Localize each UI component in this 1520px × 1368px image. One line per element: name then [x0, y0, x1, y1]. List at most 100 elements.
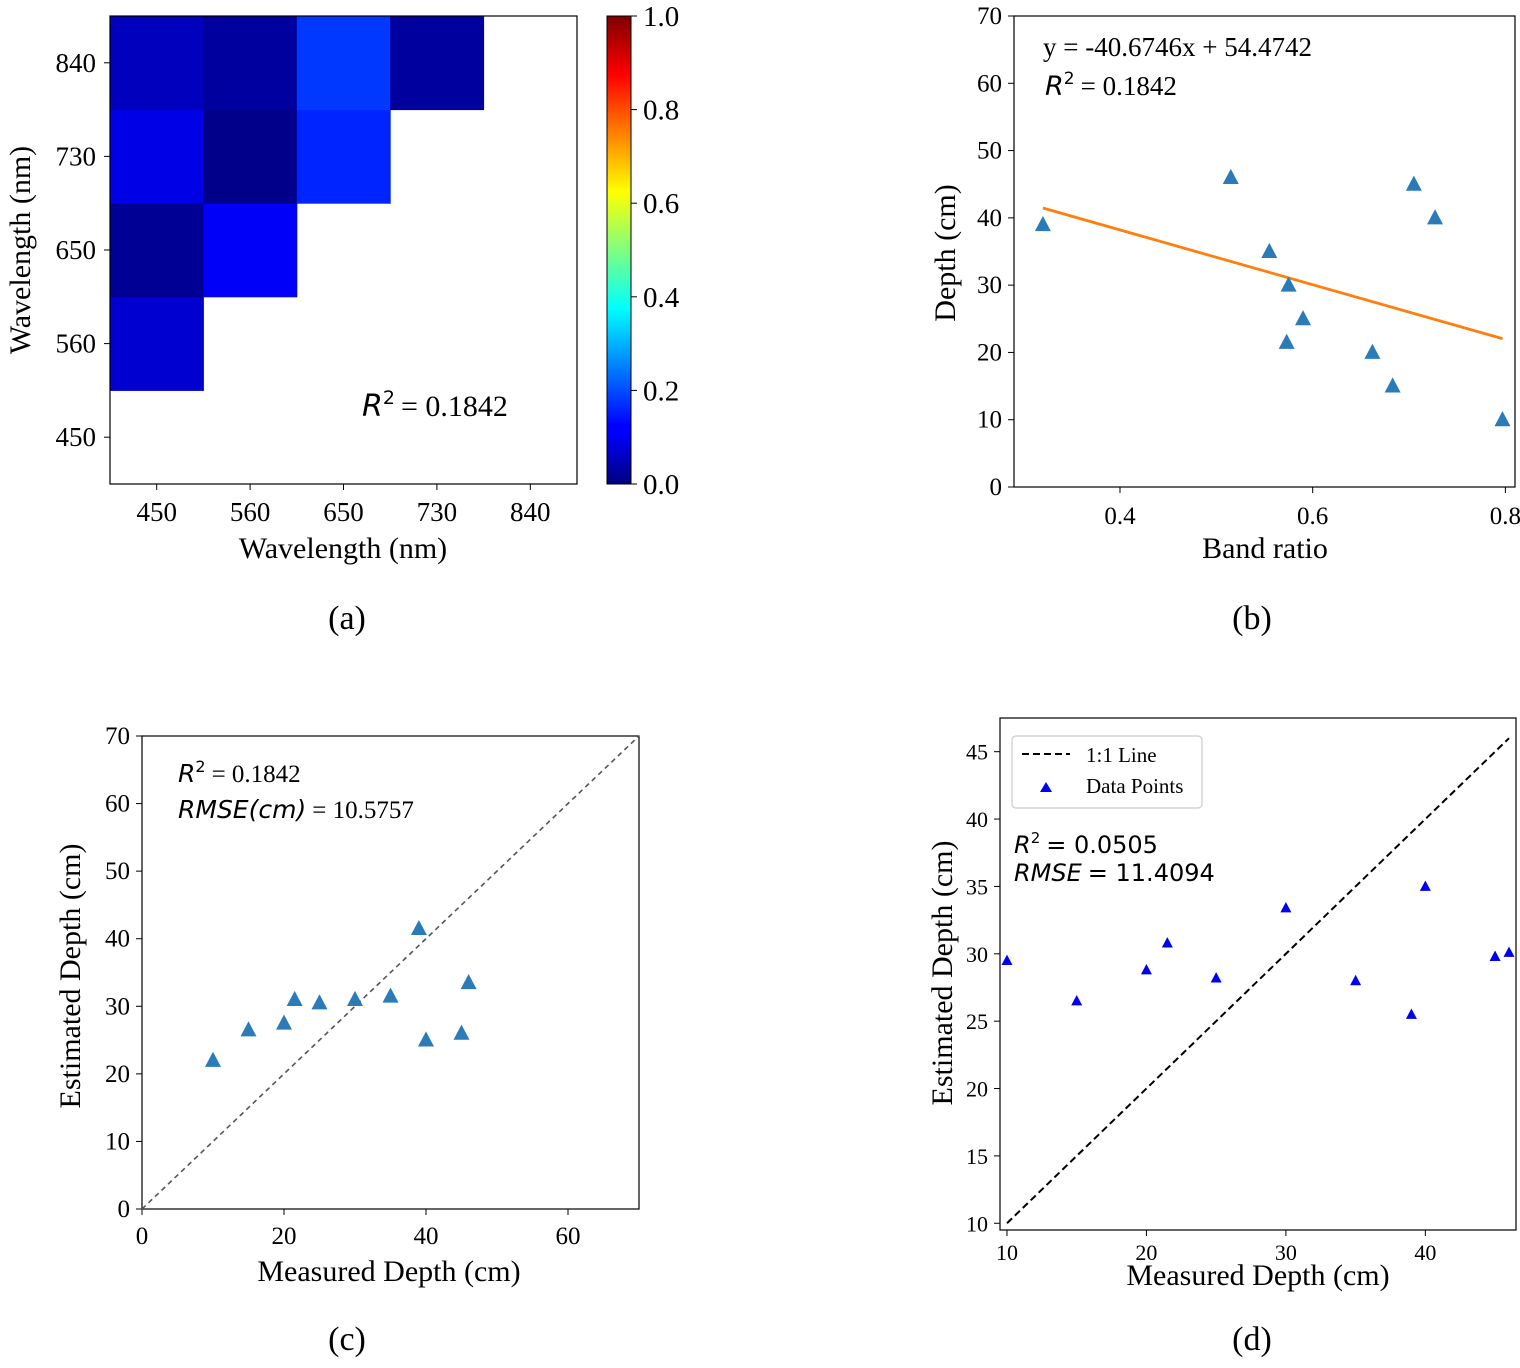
- x-tick-label: 30: [1275, 1240, 1297, 1265]
- x-tick-label: 650: [323, 497, 364, 527]
- data-point-marker: [1419, 880, 1431, 891]
- rmse-symbol: RMSE: [1014, 859, 1083, 887]
- y-tick-label: 60: [105, 791, 130, 818]
- caption-c: (c): [328, 1321, 366, 1358]
- r2-value: = 0.1842: [212, 761, 301, 788]
- r2-superscript: 2: [195, 757, 205, 776]
- legend-label-points: Data Points: [1086, 774, 1183, 798]
- r2-value: = 0.0505: [1046, 831, 1158, 859]
- y-tick-label: 840: [56, 48, 97, 78]
- data-point-marker: [1503, 946, 1515, 957]
- heatmap-r2-annotation: R2 = 0.1842: [362, 387, 508, 424]
- data-point-marker: [1001, 954, 1013, 965]
- y-tick-label: 70: [977, 3, 1002, 30]
- x-tick-label: 730: [417, 497, 458, 527]
- x-tick-label: 0: [136, 1223, 149, 1250]
- data-point-marker: [1295, 310, 1312, 326]
- data-point-marker: [240, 1021, 257, 1037]
- heatmap-cells: [110, 16, 485, 391]
- caption-b: (b): [1232, 600, 1272, 637]
- colorbar-tick-label: 0.2: [643, 375, 679, 407]
- y-tick-label: 45: [966, 740, 988, 765]
- heatmap-ticks: 450 560 650 730 840 450 560 650 730 840: [56, 48, 551, 527]
- r2-superscript: 2: [1031, 829, 1041, 847]
- heatmap-cell: [110, 109, 204, 204]
- y-tick-label: 60: [977, 70, 1002, 97]
- data-point-marker: [1140, 964, 1152, 975]
- x-tick-label: 40: [1414, 1240, 1436, 1265]
- identity-line-path: [1006, 737, 1510, 1224]
- heatmap-y-label: Wavelength (nm): [4, 146, 37, 354]
- data-point-marker: [286, 990, 303, 1007]
- r2-symbol: R: [178, 759, 195, 788]
- data-point-marker: [1034, 215, 1051, 232]
- y-tick-label: 730: [56, 141, 97, 171]
- data-point-marker: [1364, 343, 1381, 359]
- y-tick-label: 20: [105, 1061, 130, 1088]
- panel-a: 450 560 650 730 840 450 560 650 730 840 Wavelengt…: [4, 1, 680, 637]
- x-tick-label: 0.8: [1490, 503, 1520, 530]
- data-point-marker: [1261, 242, 1278, 258]
- y-tick-label: 35: [966, 874, 988, 899]
- regression-line: [1042, 206, 1503, 340]
- heatmap-cell: [203, 109, 298, 204]
- heatmap-cell: [296, 16, 391, 111]
- colorbar-tick-label: 0.6: [643, 188, 679, 220]
- y-tick-label: 70: [105, 723, 130, 750]
- data-point-marker: [1210, 972, 1222, 983]
- r2-value: = 0.1842: [1081, 71, 1177, 101]
- heatmap-cell: [110, 16, 204, 111]
- rmse-value: = 10.5757: [312, 797, 414, 824]
- data-point-marker: [1280, 276, 1297, 292]
- x-tick-label: 20: [272, 1223, 297, 1250]
- data-point-marker: [1405, 175, 1422, 191]
- data-point-marker: [1494, 411, 1511, 427]
- y-tick-label: 20: [977, 339, 1002, 366]
- r2-superscript: 2: [1064, 69, 1075, 89]
- panel-b: 0.4 0.6 0.8 0 10 20 30 40 50 60 70 y = -40.6746x +…: [929, 3, 1520, 637]
- plot-d-rmse-annotation: RMSE = 11.4094: [1014, 859, 1215, 887]
- data-point-marker: [418, 1031, 434, 1047]
- plot-c-rmse-annotation: RMSE(cm) = 10.5757: [178, 795, 414, 824]
- data-point-marker: [1161, 937, 1173, 948]
- data-point-marker: [347, 990, 363, 1007]
- r2-superscript: 2: [383, 387, 395, 409]
- x-tick-label: 10: [996, 1240, 1018, 1265]
- y-tick-label: 25: [966, 1009, 988, 1034]
- plot-d-x-label: Measured Depth (cm): [1126, 1259, 1389, 1292]
- colorbar-tick-label: 0.4: [643, 282, 680, 314]
- heatmap-cell: [110, 296, 204, 391]
- plot-d-ticks: 10 20 30 40 10 15 20 25 30 35 40 45: [966, 740, 1436, 1265]
- plot-d-points: [1001, 880, 1515, 1019]
- plot-d-r2-annotation: R2 = 0.0505: [1014, 829, 1158, 859]
- y-tick-label: 10: [977, 407, 1002, 434]
- y-tick-label: 40: [966, 807, 988, 832]
- plot-b-y-label: Depth (cm): [929, 184, 962, 321]
- y-tick-label: 650: [56, 235, 97, 265]
- y-tick-label: 560: [56, 329, 97, 359]
- r2-symbol: R: [1045, 71, 1064, 102]
- plot-c-y-label: Estimated Depth (cm): [54, 844, 87, 1109]
- y-tick-label: 450: [56, 422, 97, 452]
- plot-b-x-label: Band ratio: [1202, 532, 1328, 565]
- panel-c: 0 20 40 60 0 10 20 30 40 50 60 70 R2 = 0.1842 RMSE(c…: [54, 723, 640, 1358]
- plot-c-x-label: Measured Depth (cm): [257, 1255, 520, 1288]
- colorbar-ticks: 0.0 0.2 0.4 0.6 0.8 1.0: [631, 1, 680, 501]
- y-tick-label: 0: [118, 1196, 131, 1223]
- caption-a: (a): [328, 600, 366, 637]
- heatmap-cell: [296, 109, 391, 204]
- regression-equation: y = -40.6746x + 54.4742: [1043, 32, 1312, 62]
- data-point-marker: [1427, 209, 1444, 225]
- data-point-marker: [205, 1051, 221, 1067]
- x-tick-label: 560: [230, 497, 271, 527]
- y-tick-label: 15: [966, 1144, 988, 1169]
- plot-c-frame: [141, 735, 640, 1210]
- plot-c-points: [205, 919, 477, 1067]
- legend-marker-swatch: [1040, 782, 1052, 792]
- y-tick-label: 10: [105, 1128, 130, 1155]
- x-tick-label: 450: [136, 497, 177, 527]
- panel-d: 10 20 30 40 10 15 20 25 30 35 40 45 1:1 Line Data P…: [926, 717, 1517, 1358]
- plot-d-frame: [999, 717, 1517, 1231]
- colorbar: [606, 15, 632, 485]
